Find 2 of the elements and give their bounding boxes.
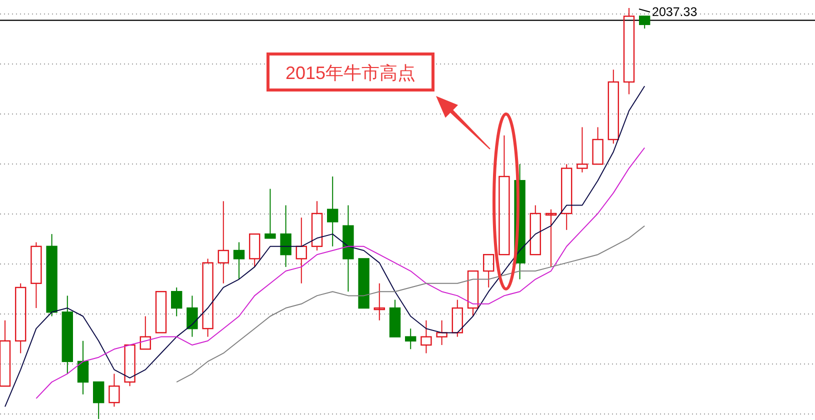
annotation: 2037.33 (652, 5, 698, 19)
annotation: 2015年牛市高点 (285, 63, 416, 83)
